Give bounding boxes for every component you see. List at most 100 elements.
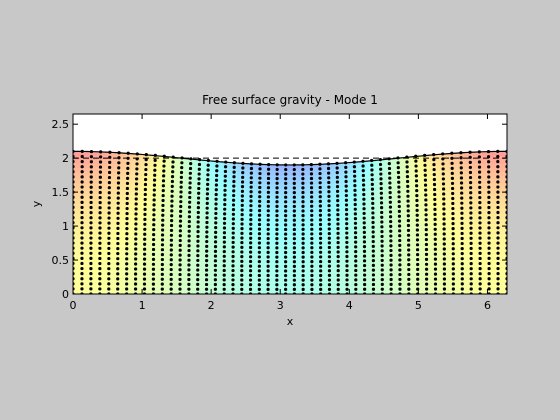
field-cell [386,230,392,236]
field-cell [227,234,233,240]
field-cell [116,202,122,208]
field-cell [169,234,175,240]
field-cell [478,274,484,279]
field-cell [429,183,436,188]
mesh-point [496,200,500,204]
field-cell [444,254,450,259]
field-cell [208,250,214,255]
mesh-point [319,255,323,259]
field-cell [362,175,368,180]
field-cell [73,210,79,216]
field-cell [492,230,498,236]
field-cell [183,198,190,204]
field-cell [343,218,349,224]
field-cell [227,167,233,172]
mesh-point [98,180,102,184]
field-cell [73,286,79,291]
field-cell [391,206,397,212]
field-cell [73,151,79,156]
mesh-point [144,172,148,177]
field-cell [497,270,503,275]
field-cell [429,202,436,208]
field-cell [473,183,479,188]
field-cell [444,167,450,172]
mesh-point [478,267,482,271]
field-cell [487,206,494,212]
mesh-point [284,195,288,199]
field-cell [130,163,137,168]
mesh-point [116,246,120,251]
field-cell [304,250,310,255]
field-cell [140,278,146,283]
field-cell [121,242,127,248]
field-cell [439,175,445,180]
mesh-point [370,177,374,182]
field-cell [261,278,267,283]
field-cell [347,222,354,228]
field-cell [159,270,166,275]
mesh-point [152,188,156,192]
mesh-point [266,195,270,199]
field-cell [396,266,402,271]
mesh-point [478,231,482,235]
field-cell [323,270,330,275]
field-cell [487,151,494,156]
field-cell [82,274,89,279]
mesh-point [125,206,129,211]
field-cell [208,234,214,240]
field-cell [275,290,281,294]
mesh-point [363,287,367,291]
field-cell [420,250,426,255]
field-cell [482,262,489,267]
field-cell [222,242,228,248]
field-cell [290,286,296,291]
mesh-point [222,245,226,249]
field-cell [328,290,334,294]
mesh-point [249,171,253,175]
mesh-point [389,224,393,228]
field-cell [400,171,407,176]
field-cell [251,234,257,240]
field-cell [188,250,195,255]
field-cell [73,202,79,208]
mesh-point [144,167,148,172]
field-cell [236,274,243,279]
mesh-point [275,190,279,195]
mesh-point [223,193,227,197]
field-cell [391,183,397,188]
field-cell [478,218,484,224]
mesh-point [310,241,314,245]
mesh-point [459,161,463,165]
field-cell [140,270,146,275]
field-cell [318,183,325,188]
mesh-point [379,177,383,181]
mesh-point [380,258,384,263]
field-cell [367,210,373,216]
field-cell [487,167,494,172]
mesh-point [414,159,418,163]
field-cell [338,254,344,259]
field-cell [492,198,498,204]
field-cell [106,167,113,172]
field-cell [261,163,267,168]
field-cell [188,190,195,196]
field-cell [338,179,344,184]
field-cell [270,226,277,232]
field-cell [299,290,306,294]
field-cell [328,214,334,220]
mesh-point [389,234,393,238]
field-cell [116,234,122,240]
field-cell [198,218,204,224]
mesh-point [107,262,111,266]
field-cell [357,254,363,259]
field-cell [482,238,489,244]
mesh-point [380,239,384,243]
mesh-point [171,160,175,164]
mesh-point [487,277,491,281]
field-cell [154,155,161,160]
field-cell [241,210,248,216]
field-cell [222,167,228,172]
mesh-point [416,282,420,286]
field-cell [487,187,494,192]
mesh-point [469,282,473,286]
